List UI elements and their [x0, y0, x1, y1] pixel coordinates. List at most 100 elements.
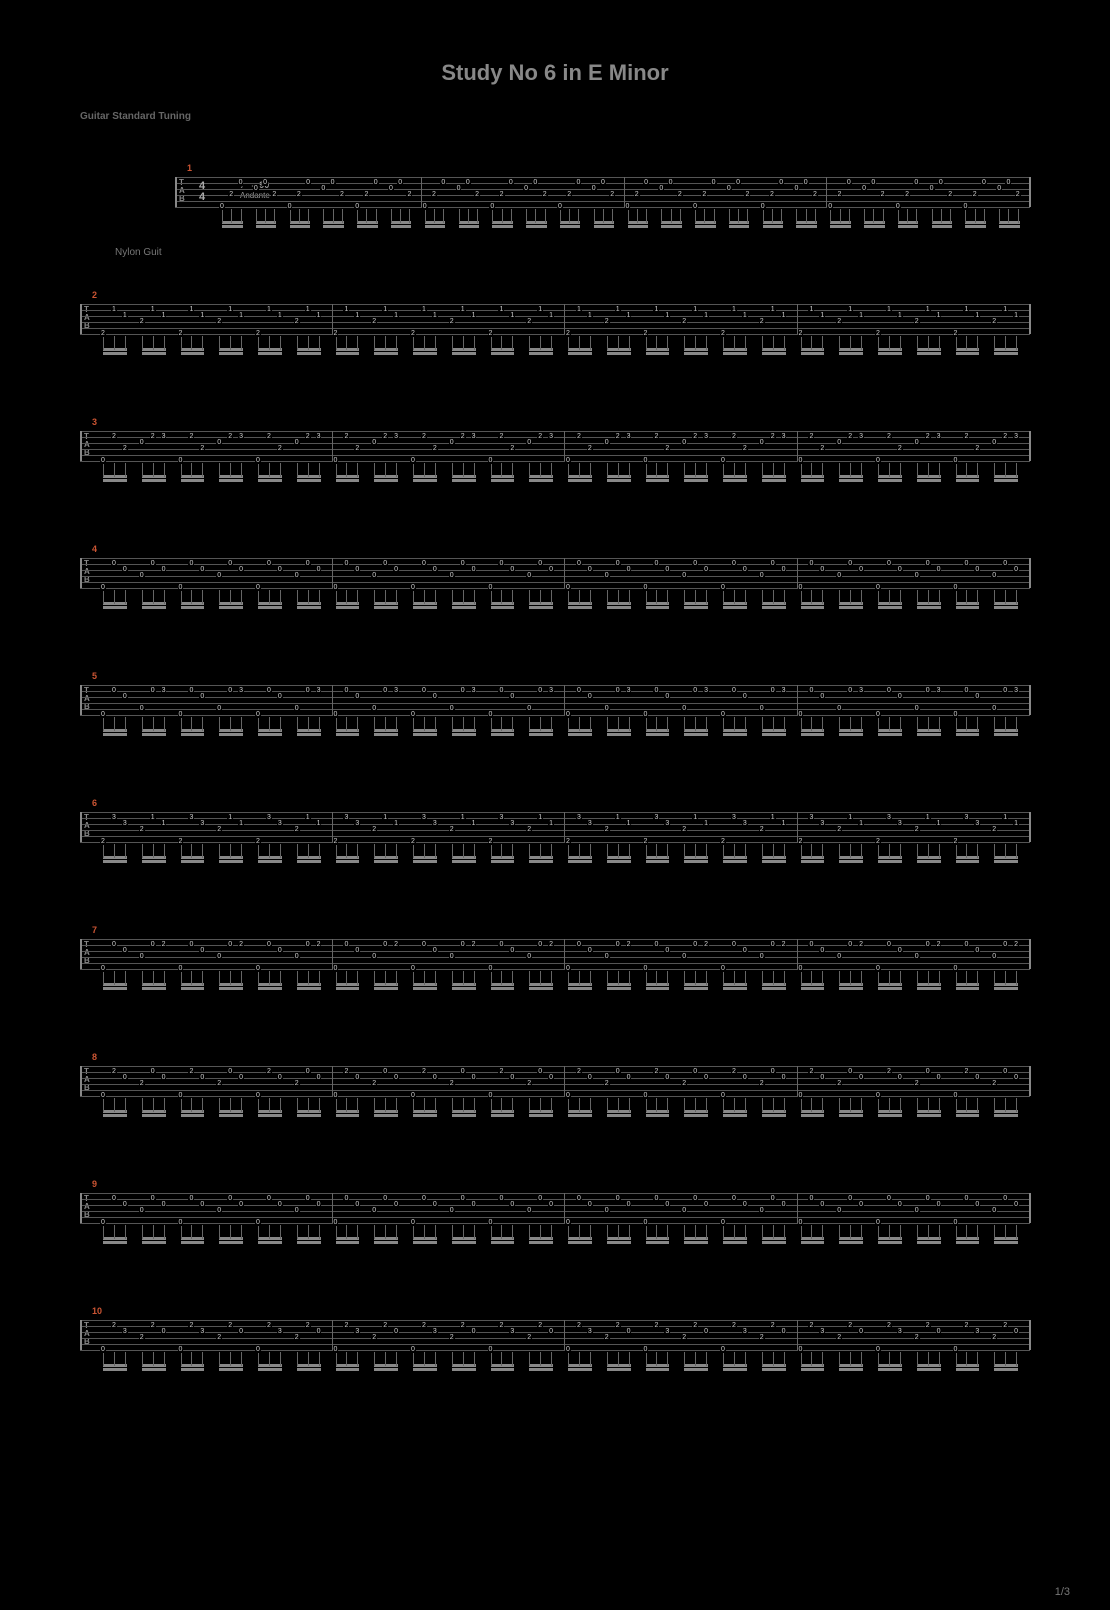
fret-number: 3	[238, 433, 244, 440]
fret-number: 0	[432, 947, 438, 954]
fret-number: 0	[914, 572, 920, 579]
fret-number: 0	[770, 1195, 776, 1202]
fret-number: 3	[858, 433, 864, 440]
fret-number: 3	[354, 820, 360, 827]
fret-number: 1	[188, 306, 194, 313]
fret-number: 2	[963, 1068, 969, 1075]
fret-number: 1	[936, 312, 942, 319]
fret-number: 0	[255, 1346, 261, 1353]
fret-number: 1	[974, 312, 980, 319]
fret-number: 3	[626, 687, 632, 694]
tab-system: 2TAB211211211211211211211211211211211211…	[80, 304, 1030, 359]
fret-number: 0	[537, 941, 543, 948]
fret-number: 0	[735, 179, 741, 186]
fret-number: 2	[449, 1334, 455, 1341]
fret-number: 0	[122, 566, 128, 573]
fret-number: 0	[819, 1074, 825, 1081]
fret-number: 0	[626, 1328, 632, 1335]
fret-number: 0	[227, 941, 233, 948]
fret-number: 2	[609, 191, 615, 198]
fret-number: 2	[421, 1322, 427, 1329]
fret-number: 2	[421, 1068, 427, 1075]
fret-number: 0	[886, 941, 892, 948]
fret-number: 3	[703, 433, 709, 440]
fret-number: 0	[333, 457, 339, 464]
fret-number: 2	[371, 1080, 377, 1087]
fret-number: 2	[343, 1068, 349, 1075]
fret-number: 0	[615, 1195, 621, 1202]
fret-number: 0	[178, 457, 184, 464]
fret-number: 2	[199, 445, 205, 452]
fret-number: 2	[875, 838, 881, 845]
fret-number: 0	[760, 203, 766, 210]
fret-number: 0	[861, 185, 867, 192]
fret-number: 1	[1002, 306, 1008, 313]
fret-number: 0	[1002, 687, 1008, 694]
fret-number: 0	[410, 457, 416, 464]
fret-number: 0	[371, 953, 377, 960]
fret-number: 0	[925, 1068, 931, 1075]
fret-number: 3	[393, 433, 399, 440]
fret-number: 0	[548, 566, 554, 573]
fret-number: 0	[100, 457, 106, 464]
fret-number: 2	[432, 445, 438, 452]
fret-number: 0	[847, 1195, 853, 1202]
fret-number: 0	[471, 1328, 477, 1335]
fret-number: 2	[880, 191, 886, 198]
fret-number: 0	[658, 185, 664, 192]
fret-number: 0	[432, 693, 438, 700]
fret-number: 2	[798, 838, 804, 845]
fret-number: 0	[731, 1195, 737, 1202]
fret-number: 2	[474, 191, 480, 198]
fret-number: 3	[548, 687, 554, 694]
fret-number: 3	[781, 687, 787, 694]
fret-number: 0	[819, 566, 825, 573]
fret-number: 0	[1002, 1068, 1008, 1075]
fret-number: 0	[227, 687, 233, 694]
fret-number: 2	[266, 1322, 272, 1329]
fret-number: 2	[1013, 941, 1019, 948]
fret-number: 0	[720, 584, 726, 591]
fret-number: 2	[701, 191, 707, 198]
fret-number: 0	[929, 185, 935, 192]
fret-number: 1	[548, 820, 554, 827]
fret-number: 2	[333, 330, 339, 337]
fret-number: 2	[316, 941, 322, 948]
fret-number: 0	[778, 179, 784, 186]
fret-number: 2	[139, 318, 145, 325]
fret-number: 0	[653, 1195, 659, 1202]
fret-number: 0	[1013, 1328, 1019, 1335]
fret-number: 0	[914, 953, 920, 960]
fret-number: 0	[681, 439, 687, 446]
fret-number: 2	[576, 1322, 582, 1329]
fret-number: 0	[781, 566, 787, 573]
fret-number: 0	[526, 572, 532, 579]
fret-number: 2	[216, 826, 222, 833]
fret-number: 0	[847, 1068, 853, 1075]
fret-number: 2	[653, 1068, 659, 1075]
fret-number: 0	[703, 566, 709, 573]
fret-number: 1	[460, 306, 466, 313]
fret-number: 0	[565, 1346, 571, 1353]
fret-number: 0	[742, 1074, 748, 1081]
fret-number: 1	[847, 306, 853, 313]
fret-number: 0	[798, 1092, 804, 1099]
fret-number: 0	[731, 941, 737, 948]
fret-number: 0	[731, 560, 737, 567]
fret-number: 0	[178, 1346, 184, 1353]
fret-number: 0	[227, 1195, 233, 1202]
fret-number: 0	[188, 1195, 194, 1202]
fret-number: 2	[363, 191, 369, 198]
fret-number: 0	[925, 941, 931, 948]
fret-number: 0	[382, 560, 388, 567]
fret-number: 0	[692, 560, 698, 567]
fret-number: 2	[266, 433, 272, 440]
fret-number: 0	[150, 941, 156, 948]
fret-number: 0	[333, 1092, 339, 1099]
fret-number: 0	[199, 566, 205, 573]
fret-number: 1	[343, 306, 349, 313]
fret-number: 3	[432, 1328, 438, 1335]
fret-number: 3	[343, 814, 349, 821]
fret-number: 2	[216, 1334, 222, 1341]
fret-number: 1	[847, 814, 853, 821]
